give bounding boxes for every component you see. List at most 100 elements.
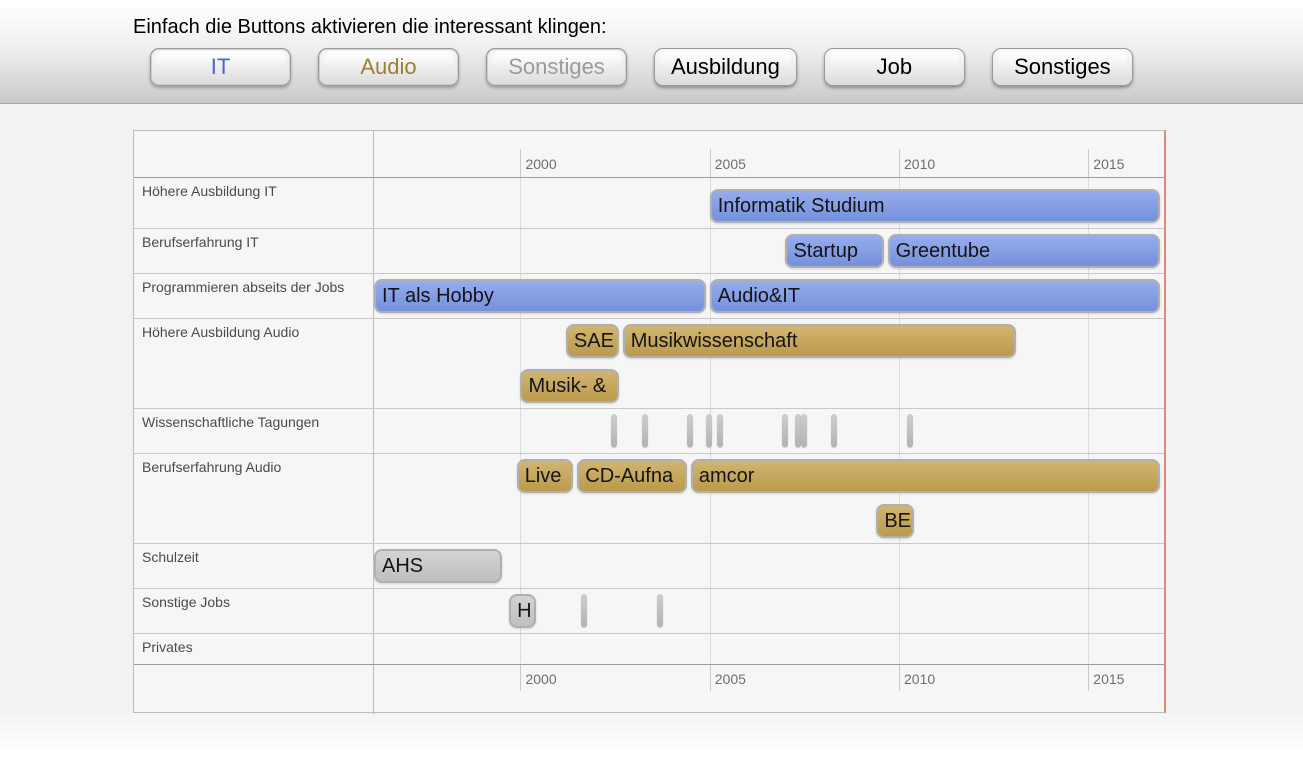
- filter-button-label: Sonstiges: [1014, 54, 1111, 79]
- milestone-marker[interactable]: [781, 414, 788, 447]
- filter-button-ausbildung[interactable]: Ausbildung: [654, 48, 797, 86]
- axis-tick-line: [520, 149, 522, 177]
- filter-button-sonstiges[interactable]: Sonstiges: [991, 48, 1133, 86]
- timeline-bar-label: Musikwissenschaft: [630, 329, 798, 352]
- axis-bottom: 2000 2005 2010 2015: [134, 665, 1164, 714]
- timeline-row: Privates: [134, 634, 1164, 665]
- timeline-bar[interactable]: AHS: [374, 549, 502, 583]
- milestone-marker[interactable]: [717, 414, 724, 447]
- filter-buttons: IT Audio Sonstiges Ausbildung Job Sonstiges: [150, 48, 1133, 86]
- timeline-bar-label: Greentube: [895, 239, 991, 262]
- timeline-bar[interactable]: Audio&IT: [709, 279, 1161, 313]
- row-label: Berufserfahrung IT: [134, 229, 374, 273]
- bar-line: SAE Musikwissenschaft: [374, 319, 1164, 363]
- timeline-bar[interactable]: amcor: [690, 459, 1161, 493]
- row-plot: AHS: [374, 544, 1164, 588]
- timeline-bar-label: Informatik Studium: [717, 194, 885, 217]
- timeline-bar[interactable]: CD-Aufna: [577, 459, 688, 493]
- axis-tick-label: 2000: [525, 156, 557, 172]
- timeline-bar-label: H: [517, 599, 532, 622]
- axis-tick-label: 2010: [904, 156, 936, 172]
- row-label: Programmieren abseits der Jobs: [134, 274, 374, 318]
- timeline-row: Berufserfahrung IT Startup Greentube: [134, 229, 1164, 274]
- bar-line: [374, 409, 1164, 453]
- timeline-bar[interactable]: Live: [516, 459, 574, 493]
- row-plot: Live CD-Aufna amcor BE: [374, 454, 1164, 543]
- milestone-marker[interactable]: [906, 414, 913, 447]
- axis-tick-line: [1088, 665, 1090, 691]
- row-plot: Startup Greentube: [374, 229, 1164, 273]
- milestone-marker[interactable]: [794, 414, 801, 447]
- timeline-row: Höhere Ausbildung Audio SAE Musikwissensch…: [134, 319, 1164, 409]
- timeline-bar[interactable]: Greentube: [887, 234, 1161, 268]
- timeline-bar[interactable]: Startup: [785, 234, 884, 268]
- filter-button-audio[interactable]: Audio: [318, 48, 459, 86]
- axis-tick-label: 2000: [525, 671, 557, 687]
- page-title: Einfach die Buttons aktivieren die inter…: [133, 16, 607, 38]
- timeline-row: Höhere Ausbildung IT Informatik Studium: [134, 178, 1164, 229]
- filter-button-label: Ausbildung: [671, 54, 780, 79]
- milestone-marker[interactable]: [611, 414, 618, 447]
- row-label: Höhere Ausbildung Audio: [134, 319, 374, 408]
- bar-line: AHS: [374, 544, 1164, 588]
- milestone-marker[interactable]: [687, 414, 694, 447]
- milestone-marker[interactable]: [800, 414, 807, 447]
- timeline-bar-label: CD-Aufna: [585, 464, 674, 487]
- filter-button-sonstiges[interactable]: Sonstiges: [486, 48, 627, 86]
- axis-top-label-cell: [134, 131, 374, 177]
- timeline-bar[interactable]: Informatik Studium: [709, 189, 1161, 223]
- axis-bottom-plot: 2000 2005 2010 2015: [374, 665, 1164, 714]
- milestone-marker[interactable]: [641, 414, 648, 447]
- timeline-bar[interactable]: H: [509, 594, 536, 628]
- row-label: Höhere Ausbildung IT: [134, 178, 374, 228]
- axis-tick-line: [1088, 149, 1090, 177]
- timeline-bar-label: AHS: [382, 554, 424, 577]
- axis-tick-line: [520, 665, 522, 691]
- timeline-bar[interactable]: SAE: [565, 324, 619, 358]
- row-plot: H: [374, 589, 1164, 633]
- axis-tick-line: [709, 149, 711, 177]
- milestone-marker[interactable]: [581, 594, 588, 627]
- timeline-chart: 2000 2005 2010 2015 Höhere Ausbildung IT Inf…: [133, 130, 1166, 714]
- milestone-marker[interactable]: [656, 594, 663, 627]
- axis-tick-label: 2005: [714, 156, 746, 172]
- filter-button-label: Sonstiges: [508, 54, 605, 79]
- bar-line: Informatik Studium: [374, 183, 1164, 228]
- filter-button-label: IT: [210, 54, 231, 79]
- timeline-bar[interactable]: IT als Hobby: [374, 279, 706, 313]
- timeline-row: Wissenschaftliche Tagungen: [134, 409, 1164, 454]
- row-label: Schulzeit: [134, 544, 374, 588]
- row-label: Privates: [134, 634, 374, 664]
- timeline-bar-label: amcor: [698, 464, 755, 487]
- axis-tick-line: [709, 665, 711, 691]
- axis-tick-label: 2010: [904, 671, 936, 687]
- timeline-bar[interactable]: Musik- &: [520, 369, 619, 403]
- bar-line: Musik- &: [374, 363, 1164, 408]
- axis-tick-line: [899, 665, 901, 691]
- axis-tick-label: 2005: [714, 671, 746, 687]
- row-plot: [374, 634, 1164, 664]
- timeline-bar-label: Live: [524, 464, 562, 487]
- gridline: [520, 178, 522, 663]
- axis-tick-label: 2015: [1093, 156, 1125, 172]
- axis-top: 2000 2005 2010 2015: [134, 131, 1164, 178]
- filter-button-label: Job: [876, 54, 913, 79]
- timeline-row: Programmieren abseits der Jobs IT als Hob…: [134, 274, 1164, 319]
- timeline-bar-label: Musik- &: [528, 374, 607, 397]
- row-plot: Informatik Studium: [374, 178, 1164, 228]
- content-area: 2000 2005 2010 2015 Höhere Ausbildung IT Inf…: [0, 104, 1303, 757]
- gridline: [1088, 178, 1090, 663]
- row-plot: SAE Musikwissenschaft Musik- &: [374, 319, 1164, 408]
- row-label: Sonstige Jobs: [134, 589, 374, 633]
- bar-line: IT als Hobby Audio&IT: [374, 274, 1164, 318]
- filter-button-it[interactable]: IT: [150, 48, 291, 86]
- milestone-marker[interactable]: [705, 414, 712, 447]
- timeline-row: Berufserfahrung Audio Live CD-Aufna amcor BE: [134, 454, 1164, 544]
- filter-button-job[interactable]: Job: [823, 48, 965, 86]
- milestone-marker[interactable]: [830, 414, 837, 447]
- axis-bottom-label-cell: [134, 665, 374, 714]
- timeline-bar-label: SAE: [573, 329, 614, 352]
- axis-tick-label: 2015: [1093, 671, 1125, 687]
- timeline-bar[interactable]: BE: [876, 504, 915, 538]
- timeline-bar[interactable]: Musikwissenschaft: [622, 324, 1017, 358]
